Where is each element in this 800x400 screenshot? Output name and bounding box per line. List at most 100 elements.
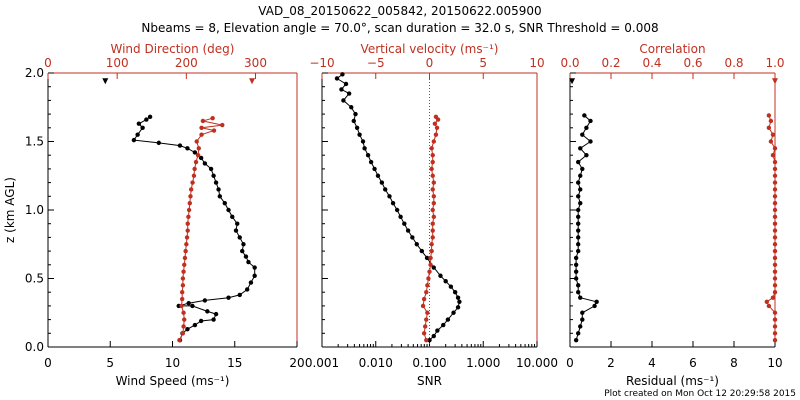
data-point-bottom [226, 295, 231, 300]
data-point-top [431, 194, 436, 199]
top-axis-label: Vertical velocity (ms⁻¹) [361, 42, 499, 56]
data-point-top [180, 283, 186, 288]
data-point-bottom [185, 146, 190, 151]
data-point-top [180, 276, 186, 281]
top-tick-label: 0.0 [560, 56, 579, 70]
data-point-bottom [147, 114, 153, 120]
data-point-bottom [445, 317, 451, 322]
data-point-top [425, 283, 430, 288]
data-point-bottom [237, 292, 242, 298]
data-point-top [772, 317, 778, 322]
data-point-bottom [592, 303, 597, 309]
data-point-bottom [455, 295, 461, 300]
data-point-top [430, 221, 435, 226]
data-point-bottom [576, 235, 581, 240]
data-point-top [185, 221, 190, 226]
bottom-axis-label: Wind Speed (ms⁻¹) [116, 374, 230, 388]
data-point-bottom [192, 322, 198, 328]
bottom-tick-label: 0.001 [305, 356, 339, 370]
data-point-bottom [578, 146, 583, 151]
data-point-top [187, 200, 192, 206]
data-point-bottom [360, 139, 366, 144]
data-point-bottom [443, 279, 448, 284]
bottom-tick-label: 20 [289, 356, 304, 370]
data-point-bottom [588, 139, 593, 144]
data-point-top [429, 146, 434, 151]
top-tick-label: −5 [367, 56, 385, 70]
data-point-top [426, 276, 431, 281]
panel-3: 0 2 4 6 8 10 Residual (ms⁻¹) 0.0 0.2 0.4 0.6 0.8 1.0… [560, 42, 784, 388]
data-point-bottom [580, 317, 585, 322]
data-point-top [772, 337, 778, 343]
data-point-top [772, 228, 778, 233]
data-point-top [772, 173, 778, 178]
data-point-bottom [205, 309, 210, 314]
data-point-top [428, 262, 433, 267]
bottom-tick-label: 10 [165, 356, 180, 370]
data-point-top [211, 128, 217, 133]
data-point-top [772, 200, 778, 206]
data-point-top [772, 194, 778, 199]
data-point-bottom [594, 299, 599, 304]
data-point-bottom [438, 273, 443, 278]
data-point-top [434, 125, 440, 130]
data-point-bottom [375, 173, 381, 178]
data-point-bottom [368, 159, 374, 165]
data-point-top [179, 303, 184, 309]
data-point-top [186, 214, 191, 220]
data-point-bottom [252, 273, 257, 278]
data-point-top [772, 159, 778, 165]
data-point-bottom [424, 255, 430, 261]
data-point-bottom [419, 248, 425, 254]
data-point-bottom [448, 284, 454, 289]
data-point-top [772, 290, 778, 295]
data-point-bottom [580, 132, 585, 137]
data-point-top [184, 235, 190, 240]
data-point-top [772, 283, 778, 288]
data-point-top [772, 180, 778, 185]
data-point-bottom [202, 298, 208, 303]
top-tick-label: 0.2 [601, 56, 620, 70]
data-point-bottom [222, 200, 227, 206]
data-point-top [190, 180, 195, 185]
data-point-bottom [354, 125, 360, 130]
data-point-bottom [351, 118, 356, 124]
data-point-top [772, 221, 778, 226]
top-tick-label: 1.0 [765, 56, 784, 70]
data-point-bottom [405, 228, 411, 233]
top-tick-label: 5 [479, 56, 487, 70]
bottom-tick-label: 15 [227, 356, 242, 370]
data-point-bottom [578, 187, 583, 192]
data-point-bottom [573, 255, 579, 261]
figure-title-line1: VAD_08_20150622_005842, 20150622.005900 [258, 4, 541, 18]
data-point-bottom [372, 166, 377, 172]
bottom-tick-label: 8 [730, 356, 738, 370]
data-point-top [183, 248, 188, 254]
data-point-bottom [588, 118, 593, 124]
data-point-top [772, 276, 778, 281]
data-point-bottom [185, 326, 190, 332]
data-point-bottom [573, 337, 579, 343]
y-axis-label: z (km AGL) [3, 177, 17, 243]
data-point-bottom [576, 331, 581, 336]
data-point-bottom [578, 173, 583, 178]
data-point-bottom [573, 276, 579, 281]
data-point-bottom [576, 242, 581, 247]
data-point-top [772, 255, 778, 261]
data-point-bottom [156, 140, 162, 146]
data-point-bottom [441, 322, 446, 328]
bottom-tick-label: 4 [648, 356, 656, 370]
data-point-bottom [240, 248, 245, 254]
top-tick-label: 0.4 [642, 56, 661, 70]
data-point-top [427, 269, 432, 274]
data-point-top [770, 132, 776, 137]
data-point-top [179, 290, 185, 295]
data-point-bottom [190, 303, 195, 309]
data-point-bottom [584, 153, 589, 158]
y-tick-label: 2.0 [25, 66, 44, 80]
data-point-bottom [394, 207, 400, 213]
data-point-bottom [340, 72, 345, 77]
series-line-top [422, 116, 439, 341]
data-point-top [431, 214, 436, 220]
bottom-tick-label: 0 [44, 356, 52, 370]
